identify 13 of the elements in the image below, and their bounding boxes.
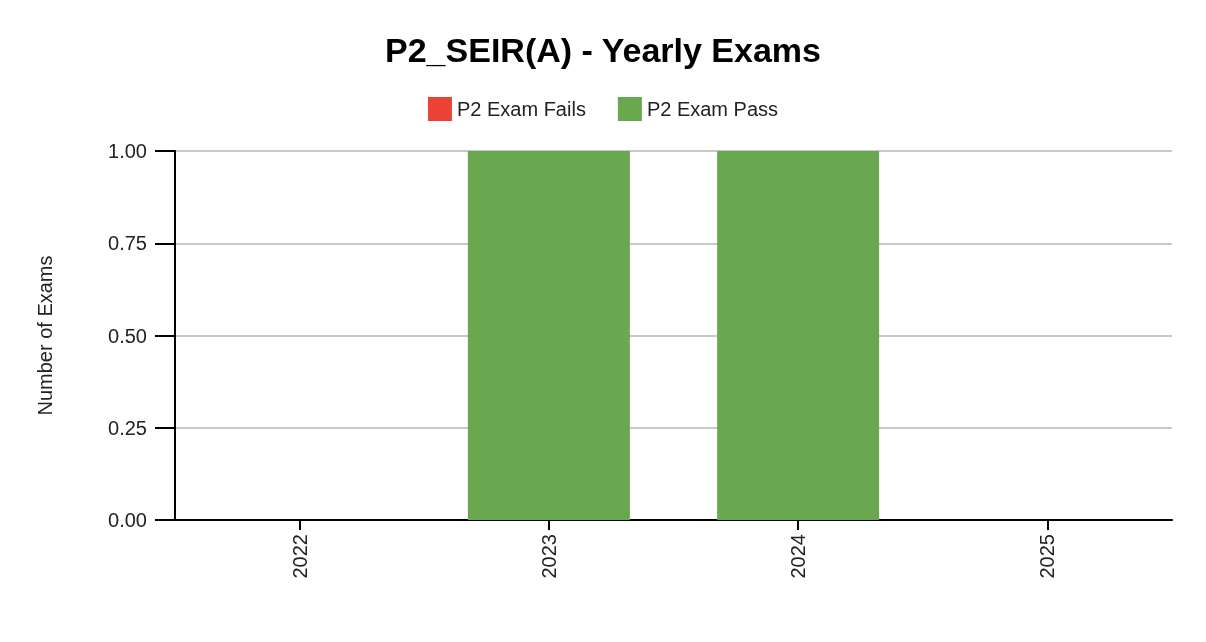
x-tick-label: 2024 xyxy=(787,534,810,579)
x-tick-label: 2023 xyxy=(537,534,560,579)
x-tick-label: 2022 xyxy=(288,534,311,579)
x-tick-label: 2025 xyxy=(1036,534,1059,579)
y-tick-label: 0.25 xyxy=(108,416,147,439)
y-tick-label: 1.00 xyxy=(108,140,147,162)
legend-label: P2 Exam Fails xyxy=(456,98,586,120)
legend-label: P2 Exam Pass xyxy=(646,98,779,120)
y-tick-label: 0.75 xyxy=(108,232,147,255)
y-tick-label: 0.50 xyxy=(108,324,147,347)
y-tick-label: 0.00 xyxy=(108,509,147,531)
y-axis-title: Number of Exams xyxy=(34,255,56,416)
chart-title: P2_SEIR(A) - Yearly Exams xyxy=(385,31,821,69)
